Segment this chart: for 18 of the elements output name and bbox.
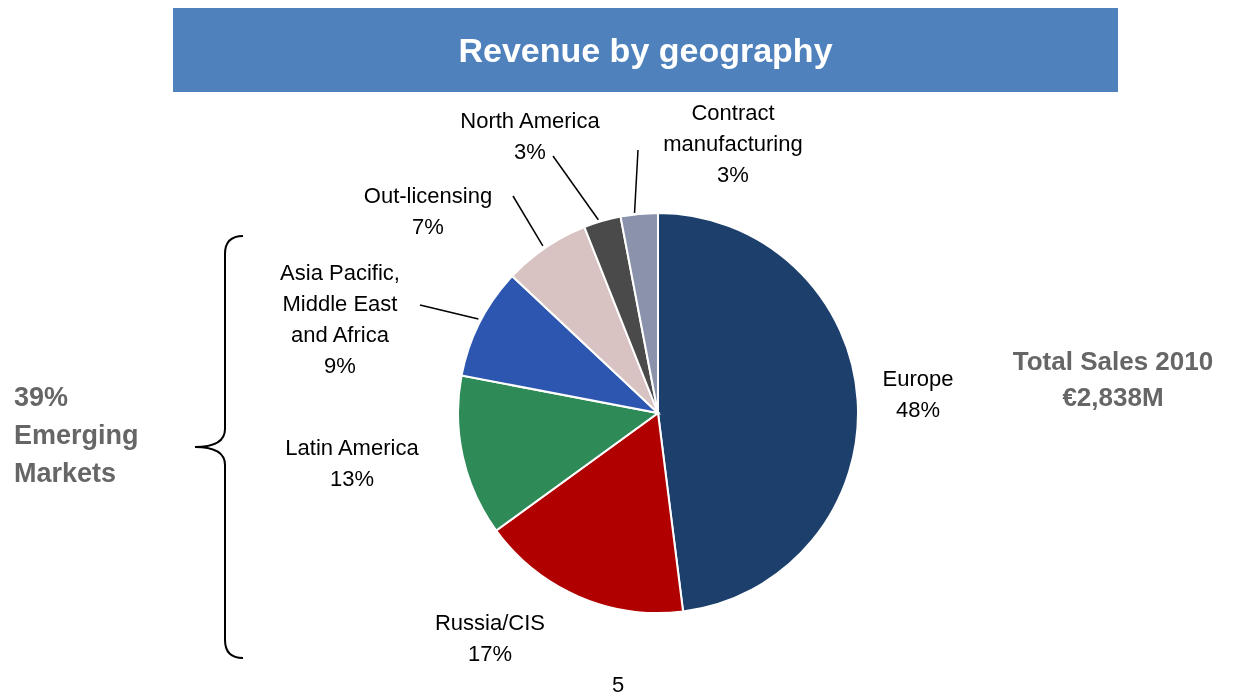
slice-label: Asia Pacific, Middle East and Africa <box>280 259 400 347</box>
slice-label: Europe <box>882 365 954 391</box>
slice-label: Russia/CIS <box>434 609 546 635</box>
data-label: 48% <box>895 396 941 422</box>
text: 5 <box>610 672 626 698</box>
chart-title: Revenue by geography <box>173 8 1118 92</box>
data-label: 3% <box>514 138 546 164</box>
slice-label: Out-licensing <box>363 182 493 208</box>
data-label: 17% <box>467 640 513 666</box>
data-label: 3% <box>717 162 749 187</box>
slice-label: Contract manufacturing <box>663 100 803 156</box>
slice-label: Latin America <box>285 434 420 460</box>
text: Total Sales 2010 €2,838M <box>1011 345 1215 414</box>
text: 39% Emerging Markets <box>14 381 140 490</box>
slice-label: North America <box>460 107 601 133</box>
data-label: 13% <box>329 465 375 491</box>
data-label: 7% <box>412 213 444 239</box>
data-label: 9% <box>324 352 356 378</box>
